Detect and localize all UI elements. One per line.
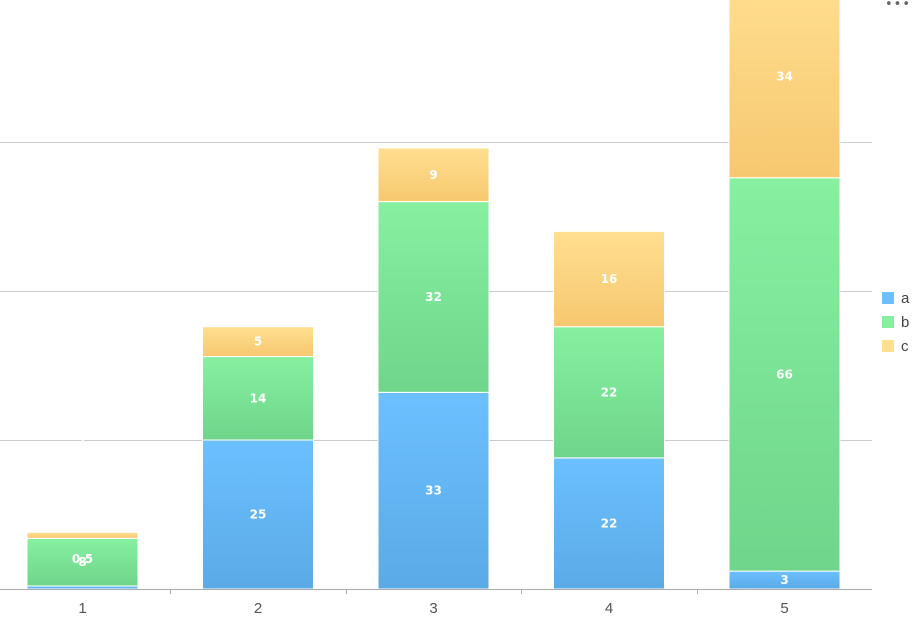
label-b-3: 32 [425,290,442,304]
legend-label-c: c [901,338,909,355]
x-tick-label-5: 5 [780,600,788,617]
bar-a-4[interactable] [553,457,665,590]
label-a-1: 0.5 [72,552,93,566]
label-c-5: 34 [776,69,793,83]
legend-swatch-a [882,292,894,304]
x-tick-label-1: 1 [78,600,86,617]
legend-item-a[interactable]: a [882,290,910,307]
label-c-4: 16 [601,272,618,286]
bar-c-5[interactable] [728,0,841,179]
label-c-3: 9 [429,168,437,182]
segment-labels: 0.58 1 25 14 5 33 32 9 22 22 16 3 66 34 [72,69,793,587]
legend-label-b: b [901,314,909,331]
bars [26,0,841,590]
chart-menu-icon[interactable]: ••• [884,0,911,12]
bar-b-4[interactable] [553,326,665,459]
bar-b-1[interactable] [26,537,139,587]
label-a-5: 3 [780,573,788,587]
legend-swatch-c [882,340,894,352]
label-b-4: 22 [601,385,618,399]
bar-a-3[interactable] [377,391,490,590]
bar-c-2[interactable] [202,326,314,358]
x-axis: 1 2 3 4 5 [0,589,872,617]
bar-c-3[interactable] [377,147,490,203]
bar-b-2[interactable] [202,356,314,441]
label-a-3: 33 [425,484,442,498]
legend-label-a: a [901,290,910,307]
bar-c-1[interactable] [26,531,139,539]
label-a-2: 25 [250,508,267,522]
legend: abc [882,290,910,355]
x-tick-label-3: 3 [429,600,437,617]
legend-item-b[interactable]: b [882,314,909,331]
label-b-2: 14 [250,391,267,405]
label-c-1: 1 [78,433,86,447]
bar-b-3[interactable] [377,201,490,393]
legend-item-c[interactable]: c [882,338,909,355]
label-a-4: 22 [601,516,618,530]
label-c-2: 5 [254,335,262,349]
legend-swatch-b [882,316,894,328]
label-b-1: 8 [78,555,86,569]
bar-b-5[interactable] [728,177,841,572]
bar-c-4[interactable] [553,230,665,328]
bar-a-2[interactable] [202,439,314,590]
label-b-5: 66 [776,367,793,381]
x-tick-label-2: 2 [254,600,262,617]
x-tick-label-4: 4 [605,600,613,617]
